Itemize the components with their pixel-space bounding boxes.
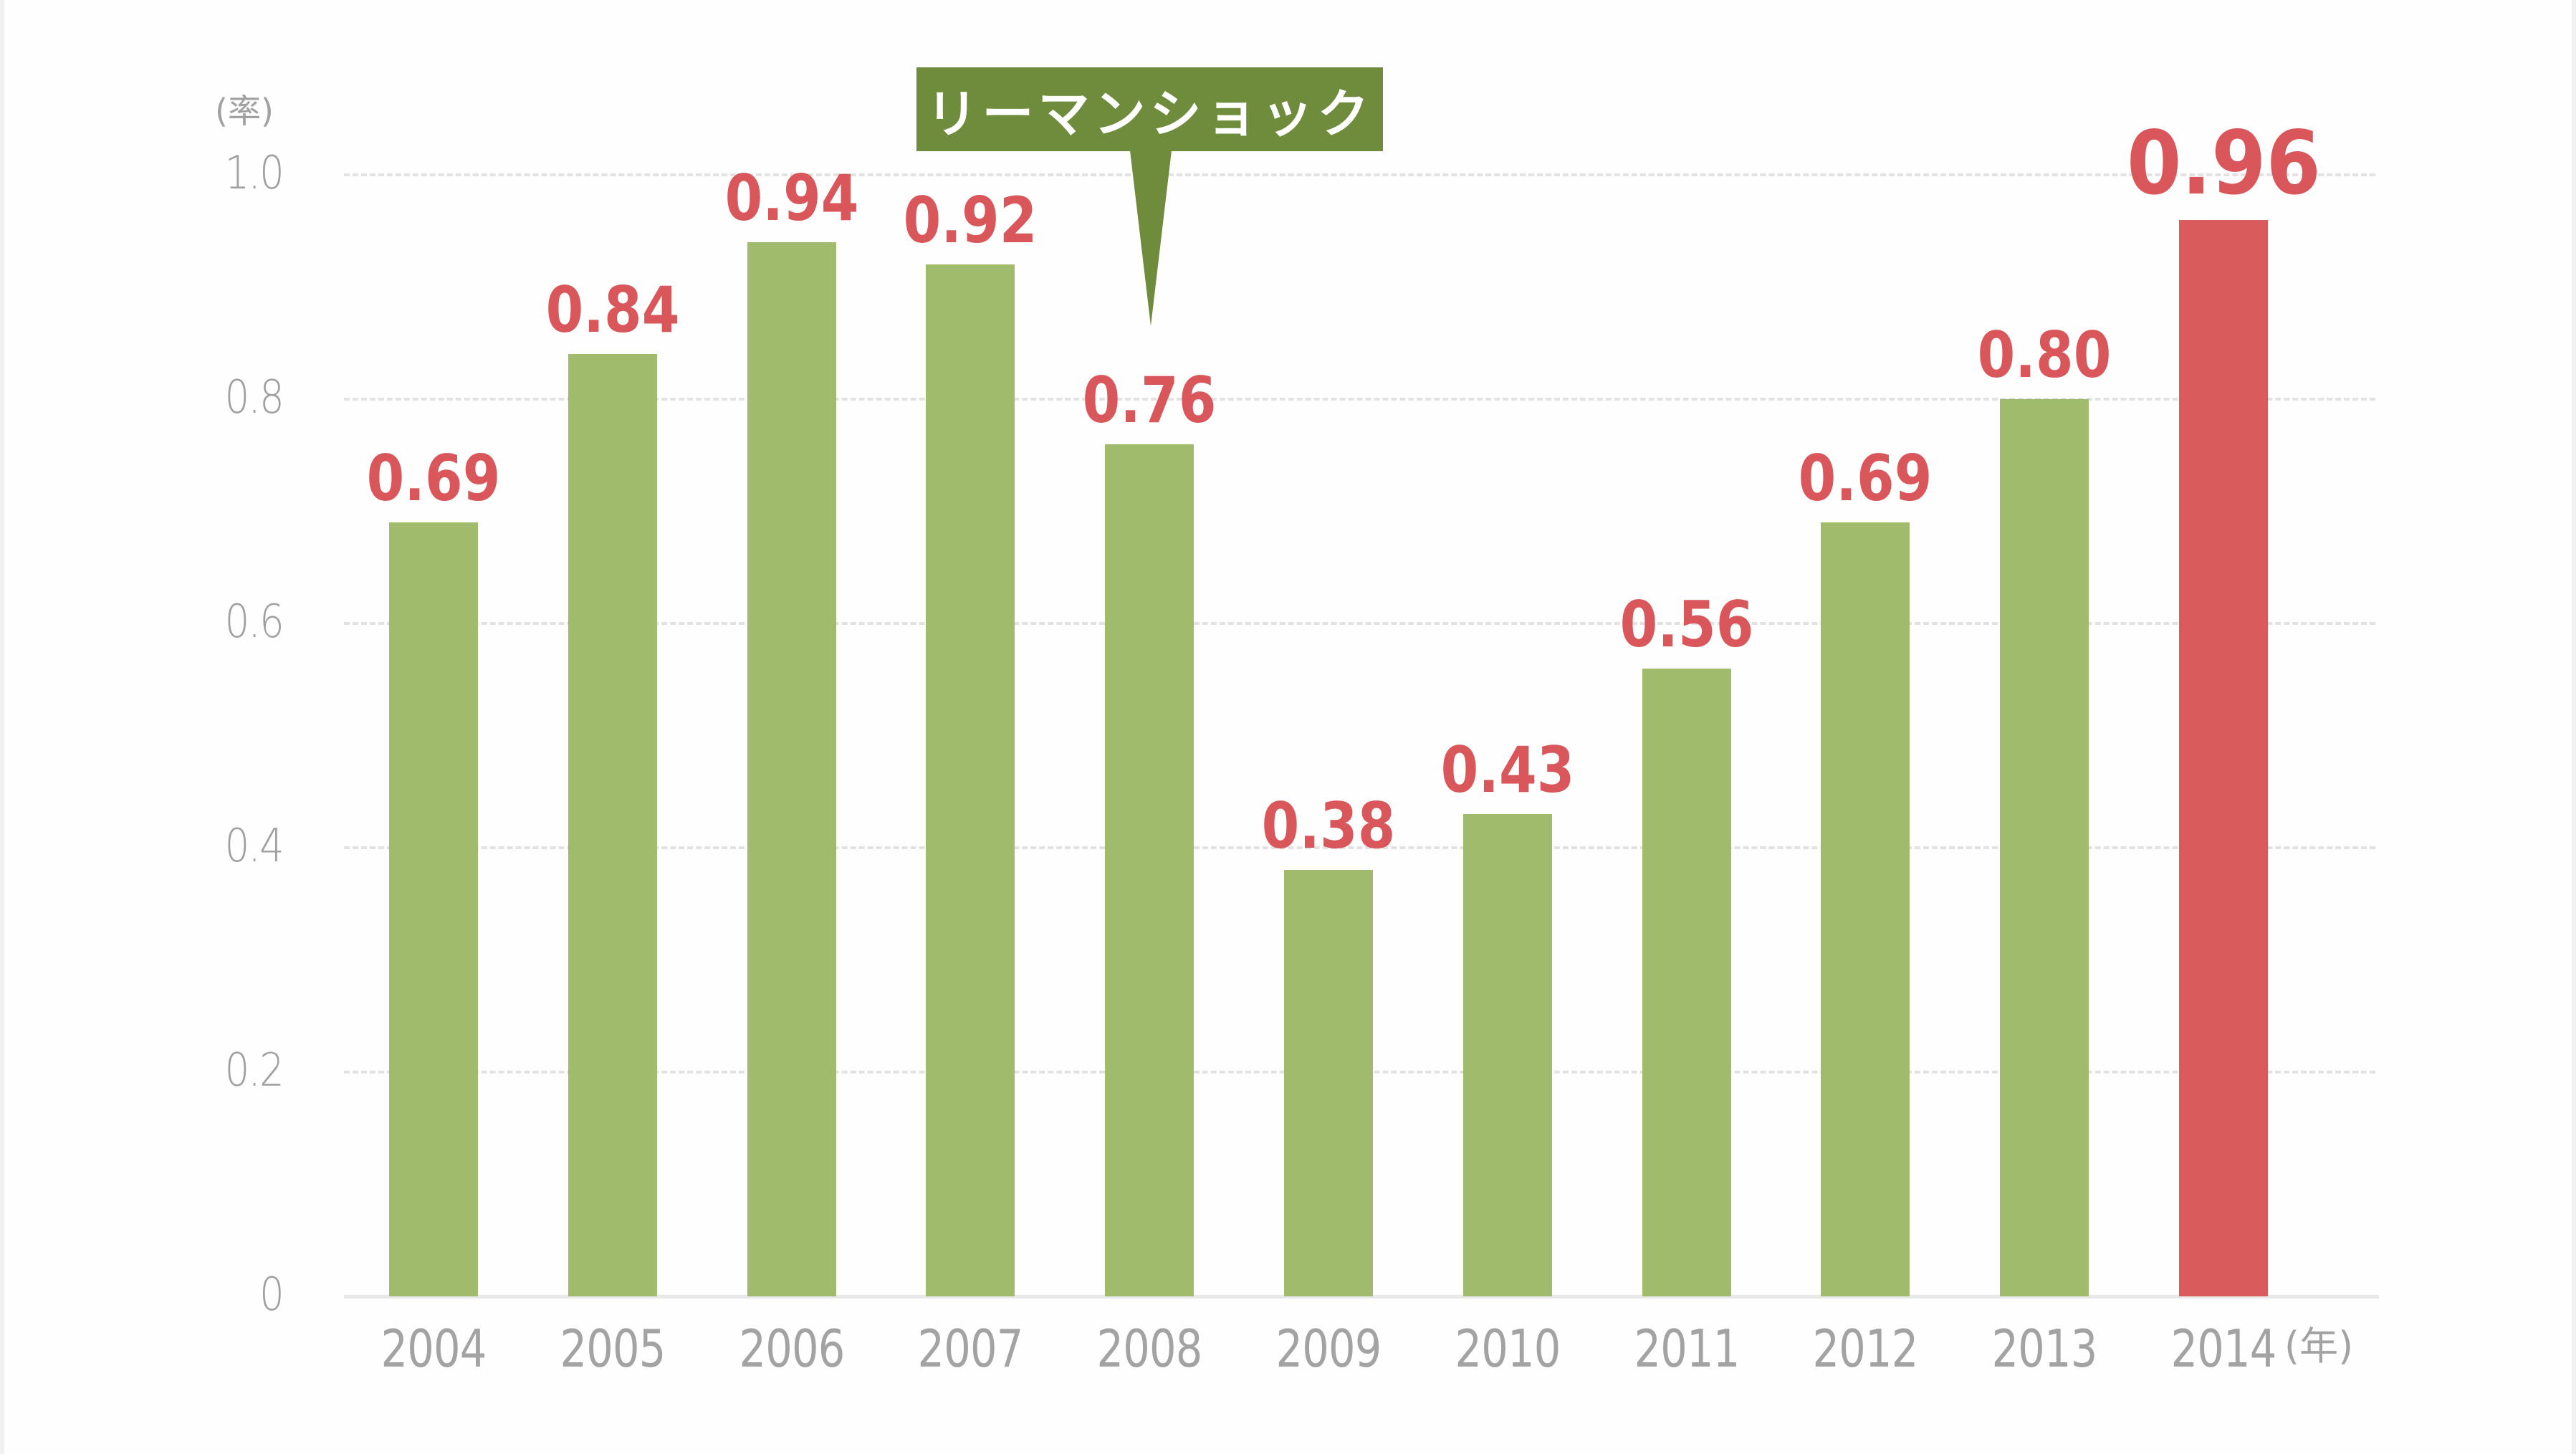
value-label-2006: 0.94	[724, 161, 858, 235]
bar-2010	[1462, 814, 1552, 1296]
value-label-2005: 0.84	[545, 273, 680, 348]
bar-2014	[2179, 219, 2268, 1296]
y-tick-label: 1.0	[224, 147, 284, 200]
bar-2009	[1284, 870, 1373, 1296]
lehman-shock-annotation: リーマンショック	[916, 67, 1383, 151]
bar-2004	[389, 522, 478, 1296]
x-tick-label-2012: 2012	[1812, 1319, 1919, 1379]
gridline	[344, 622, 2375, 625]
annotation-label: リーマンショック	[926, 84, 1374, 144]
x-tick-label-2005: 2005	[560, 1319, 666, 1379]
gridline	[344, 173, 2375, 176]
gridline	[344, 398, 2375, 401]
value-label-2004: 0.69	[366, 441, 501, 516]
x-tick-label-2014: 2014	[2170, 1319, 2277, 1379]
x-tick-label-2004: 2004	[380, 1319, 487, 1379]
value-label-2008: 0.76	[1082, 363, 1217, 437]
y-tick-label: 0.6	[224, 596, 284, 649]
bar-2008	[1105, 444, 1194, 1296]
gridline	[344, 846, 2375, 849]
bar-2006	[747, 241, 836, 1296]
x-tick-label-2008: 2008	[1096, 1319, 1203, 1379]
x-tick-label-2013: 2013	[1991, 1319, 2098, 1379]
x-axis-baseline	[344, 1295, 2379, 1298]
bar-2005	[568, 354, 657, 1296]
x-tick-label-2006: 2006	[739, 1319, 845, 1379]
x-tick-label-2007: 2007	[917, 1319, 1024, 1379]
y-tick-label: 0.2	[224, 1044, 284, 1097]
x-tick-label-2011: 2011	[1634, 1319, 1740, 1379]
value-label-2007: 0.92	[904, 183, 1038, 258]
y-tick-label: 0.8	[224, 371, 284, 424]
bar-2007	[926, 264, 1015, 1296]
bar-2013	[2000, 399, 2089, 1296]
value-label-2011: 0.56	[1619, 587, 1753, 661]
value-label-2010: 0.43	[1440, 733, 1575, 808]
value-label-2013: 0.80	[1977, 318, 2112, 392]
x-tick-label-2010: 2010	[1455, 1319, 1561, 1379]
bar-2012	[1821, 522, 1910, 1296]
y-axis-unit-label: (率)	[215, 92, 274, 130]
value-label-2014: 0.96	[2127, 112, 2321, 214]
y-tick-label: 0	[259, 1268, 284, 1321]
bar-2011	[1642, 668, 1731, 1296]
x-tick-label-2009: 2009	[1275, 1319, 1382, 1379]
x-axis-unit-label: (年)	[2284, 1324, 2354, 1369]
y-tick-label: 0.4	[224, 820, 284, 873]
value-label-2012: 0.69	[1799, 441, 1933, 516]
value-label-2009: 0.38	[1261, 789, 1396, 864]
annotation-pointer-icon	[1130, 150, 1172, 326]
